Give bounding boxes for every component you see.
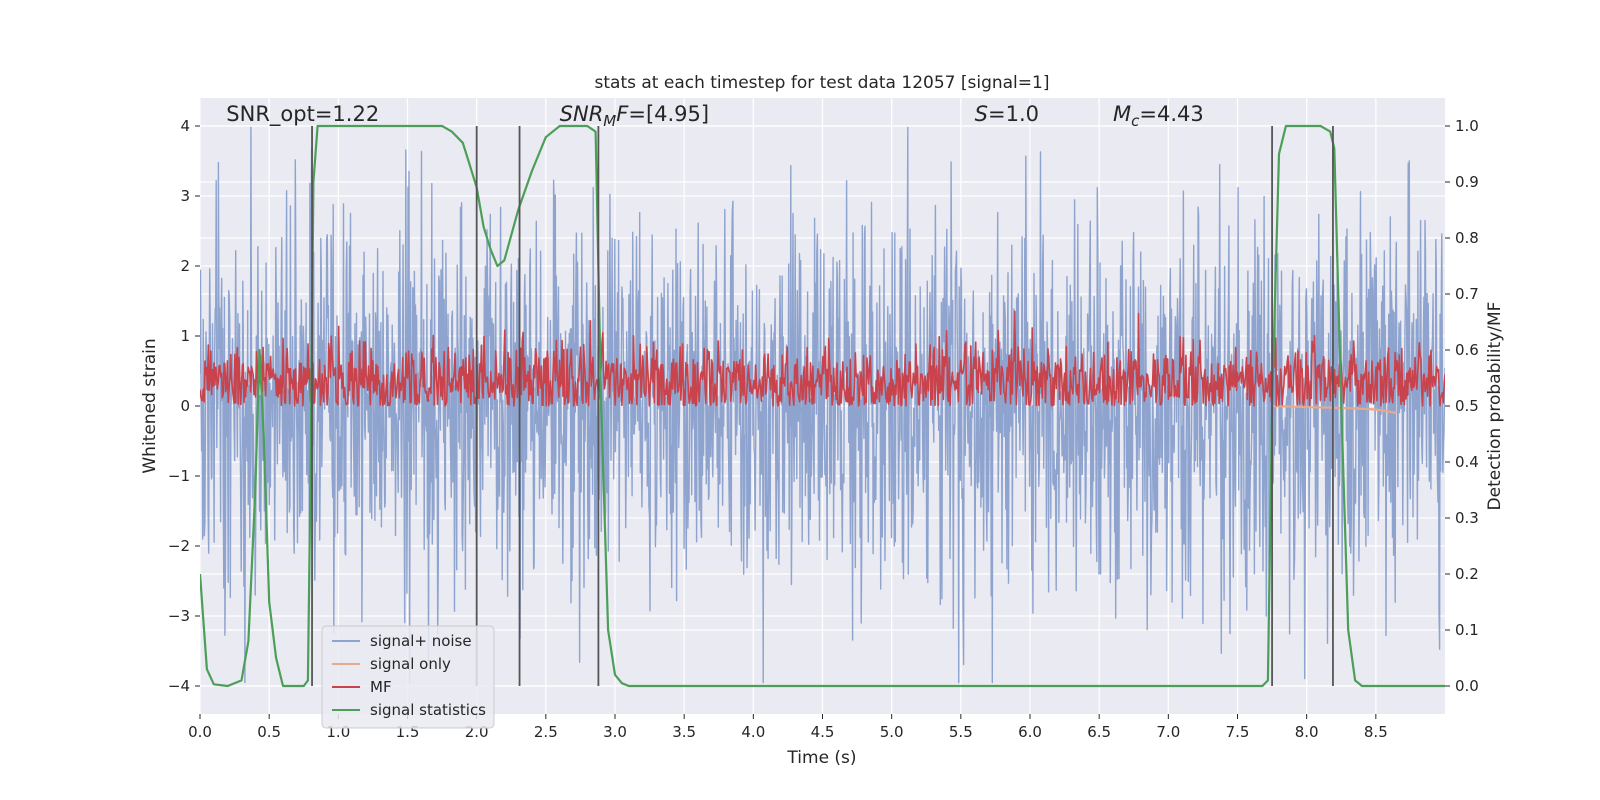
- x-tick-label: 7.5: [1226, 723, 1250, 741]
- y2-tick-label: 0.1: [1455, 621, 1479, 639]
- y-axis-label: Whitened strain: [140, 338, 160, 473]
- annotation-mc-value: Mc=4.43: [1113, 102, 1204, 130]
- y-tick-label: −2: [168, 537, 190, 555]
- y2-tick-label: 1.0: [1455, 117, 1479, 135]
- legend-label: signal only: [370, 655, 451, 673]
- y-tick-label: 4: [180, 117, 190, 135]
- annotation-snr-mf: SNRMF=[4.95]: [560, 102, 709, 130]
- series-line-signal-noise: [200, 126, 1445, 684]
- y2-tick-label: 0.8: [1455, 229, 1479, 247]
- y2-tick-label: 0.3: [1455, 509, 1479, 527]
- x-tick-label: 0.5: [257, 723, 281, 741]
- y-tick-label: −1: [168, 467, 190, 485]
- y2-tick-label: 0.5: [1455, 397, 1479, 415]
- y2-tick-label: 0.9: [1455, 173, 1479, 191]
- y-tick-label: −3: [168, 607, 190, 625]
- legend-label: signal+ noise: [370, 632, 472, 650]
- x-tick-label: 5.0: [880, 723, 904, 741]
- plot-area: [200, 124, 1445, 688]
- x-tick-label: 6.0: [1018, 723, 1042, 741]
- legend-entry: signal statistics: [332, 701, 486, 719]
- y2-axis-label: Detection probability/MF: [1485, 302, 1505, 511]
- x-tick-label: 4.5: [811, 723, 835, 741]
- y-tick-label: 1: [180, 327, 190, 345]
- x-axis-label: Time (s): [786, 748, 856, 768]
- axes: 0.0 0.5 1.0 1.5 2.0 2.5 3.0 3.5 4.0 4.5 5.0 5.5 6.0 6…: [168, 117, 1479, 741]
- legend-entry: signal only: [332, 655, 451, 673]
- annotations: SNR_opt=1.22 SNRMF=[4.95] S=1.0 Mc=4.43: [226, 102, 1203, 130]
- x-tick-label: 7.0: [1156, 723, 1180, 741]
- annotation-s-value: S=1.0: [975, 102, 1039, 126]
- x-tick-label: 8.5: [1364, 723, 1388, 741]
- y2-tick-label: 0.7: [1455, 285, 1479, 303]
- x-tick-label: 0.0: [188, 723, 212, 741]
- vertical-lines: [311, 126, 1334, 686]
- x-tick-label: 3.5: [672, 723, 696, 741]
- x-tick-label: 4.0: [741, 723, 765, 741]
- series-line-signal-only: [1272, 404, 1397, 415]
- x-tick-label: 2.5: [534, 723, 558, 741]
- annotation-snr-opt: SNR_opt=1.22: [226, 102, 379, 127]
- legend: signal+ noise signal only MF signal statist…: [321, 625, 495, 729]
- series-line-signal-statistics: [200, 124, 1445, 688]
- y2-tick-label: 0.4: [1455, 453, 1479, 471]
- y-tick-label: 2: [180, 257, 190, 275]
- y-tick-label: 3: [180, 187, 190, 205]
- legend-entry: MF: [332, 678, 392, 696]
- y-tick-label: 0: [180, 397, 190, 415]
- legend-box: [321, 625, 495, 729]
- x-tick-label: 6.5: [1087, 723, 1111, 741]
- legend-entry: signal+ noise: [332, 632, 472, 650]
- y2-tick-label: 0.6: [1455, 341, 1479, 359]
- legend-label: MF: [370, 678, 392, 696]
- y2-tick-label: 0.0: [1455, 677, 1479, 695]
- legend-label: signal statistics: [370, 701, 486, 719]
- x-tick-label: 8.0: [1295, 723, 1319, 741]
- x-tick-label: 3.0: [603, 723, 627, 741]
- chart-title: stats at each timestep for test data 120…: [595, 73, 1050, 93]
- series-line-mf: [200, 310, 1445, 407]
- x-tick-label: 5.5: [949, 723, 973, 741]
- y-tick-label: −4: [168, 677, 190, 695]
- y2-tick-label: 0.2: [1455, 565, 1479, 583]
